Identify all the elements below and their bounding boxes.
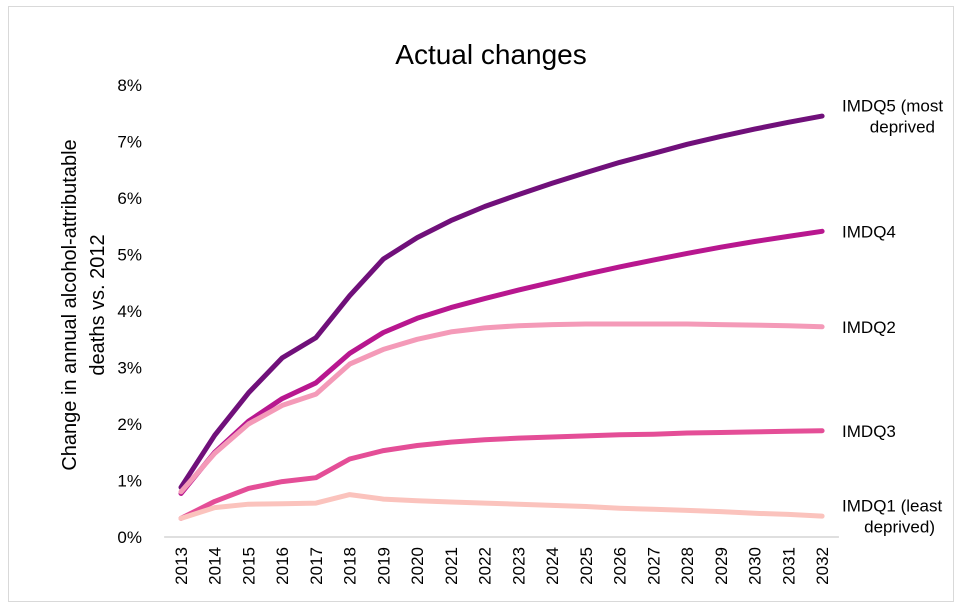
y-axis: 0% 1% 2% 3% 4% 5% 6% 7% 8%: [117, 76, 142, 547]
y-tick-label: 4%: [117, 302, 142, 321]
y-tick-label: 7%: [117, 133, 142, 152]
x-tick-label: 2027: [644, 547, 663, 585]
x-tick-label: 2014: [206, 547, 225, 585]
chart-title: Actual changes: [395, 39, 586, 70]
series-labels: IMDQ5 (most deprived IMDQ4 IMDQ2 IMDQ3 IMDQ1 …: [842, 97, 943, 537]
series-line-imdq2: [178, 321, 825, 495]
y-axis-title-line-1: Change in annual alcohol-attributable: [59, 139, 81, 470]
x-tick-label: 2020: [408, 547, 427, 585]
series-label-imdq5: IMDQ5 (most: [842, 97, 943, 116]
y-tick-label: 0%: [117, 528, 142, 547]
y-tick-label: 8%: [117, 76, 142, 95]
series-line-imdq3: [178, 428, 825, 521]
y-tick-label: 3%: [117, 359, 142, 378]
series-lines: [178, 113, 825, 521]
series-label-imdq5: deprived: [870, 118, 935, 137]
x-tick-label: 2016: [273, 547, 292, 585]
x-tick-label: 2030: [746, 547, 765, 585]
series-line-imdq5: [178, 113, 825, 490]
series-line-imdq1: [178, 492, 825, 521]
series-label-imdq1: IMDQ1 (least: [842, 497, 942, 516]
x-tick-label: 2017: [307, 547, 326, 585]
y-tick-label: 5%: [117, 246, 142, 265]
series-label-imdq3: IMDQ3: [842, 422, 896, 441]
x-tick-label: 2021: [442, 547, 461, 585]
y-tick-label: 6%: [117, 189, 142, 208]
series-label-imdq4: IMDQ4: [842, 222, 896, 241]
x-tick-label: 2029: [712, 547, 731, 585]
x-tick-label: 2022: [476, 547, 495, 585]
x-tick-label: 2023: [509, 547, 528, 585]
x-axis: 2013 2014 2015 2016 2017 2018 2019 2020 2021 2022…: [172, 547, 832, 585]
x-tick-label: 2032: [813, 547, 832, 585]
y-axis-title-line-2: deaths vs. 2012: [87, 234, 109, 375]
series-line-imdq4: [178, 228, 825, 496]
series-label-imdq1: deprived): [864, 518, 935, 537]
y-tick-label: 1%: [117, 472, 142, 491]
x-tick-label: 2025: [577, 547, 596, 585]
x-tick-label: 2031: [779, 547, 798, 585]
x-tick-label: 2019: [374, 547, 393, 585]
chart-area: Actual changes Change in annual alcohol-…: [8, 6, 954, 602]
line-chart: Actual changes Change in annual alcohol-…: [59, 39, 943, 585]
series-label-imdq2: IMDQ2: [842, 318, 896, 337]
x-tick-label: 2024: [543, 547, 562, 585]
x-tick-label: 2013: [172, 547, 191, 585]
x-tick-label: 2015: [239, 547, 258, 585]
x-tick-label: 2026: [611, 547, 630, 585]
y-tick-label: 2%: [117, 415, 142, 434]
x-tick-label: 2018: [341, 547, 360, 585]
x-tick-label: 2028: [678, 547, 697, 585]
